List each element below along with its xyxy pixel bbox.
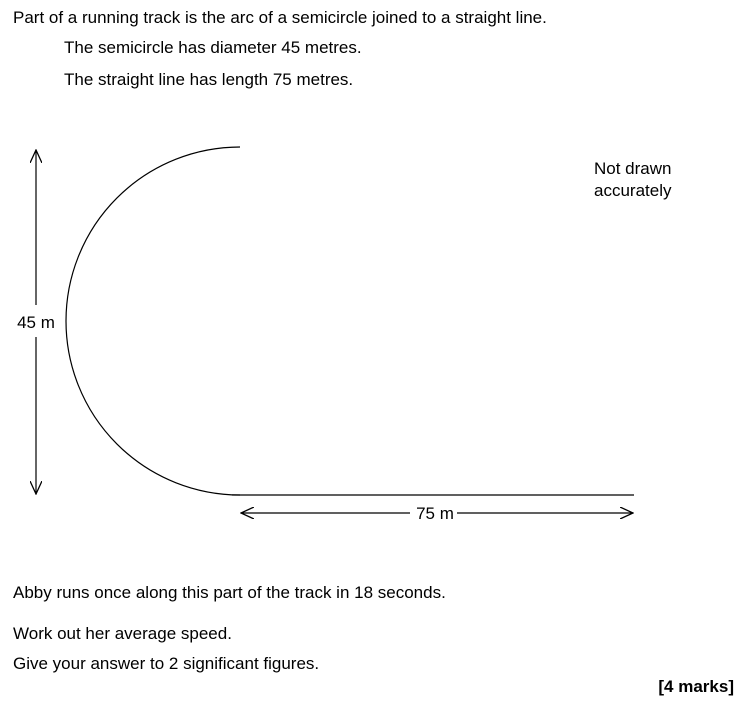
- question-precision: Give your answer to 2 significant figure…: [13, 654, 320, 673]
- semicircle-arc: [65, 146, 241, 496]
- not-drawn-accurately-note-line1: Not drawn: [594, 159, 672, 178]
- intro-text: Part of a running track is the arc of a …: [13, 8, 547, 27]
- question-statement: Abby runs once along this part of the tr…: [13, 583, 446, 602]
- marks-badge: [4 marks]: [658, 677, 734, 696]
- fact-diameter: The semicircle has diameter 45 metres.: [64, 38, 362, 57]
- not-drawn-accurately-note-line2: accurately: [594, 181, 672, 200]
- diameter-label: 45 m: [17, 313, 55, 332]
- fact-straight-length: The straight line has length 75 metres.: [64, 70, 354, 89]
- question-instruction: Work out her average speed.: [13, 624, 232, 643]
- straight-length-label: 75 m: [416, 504, 454, 523]
